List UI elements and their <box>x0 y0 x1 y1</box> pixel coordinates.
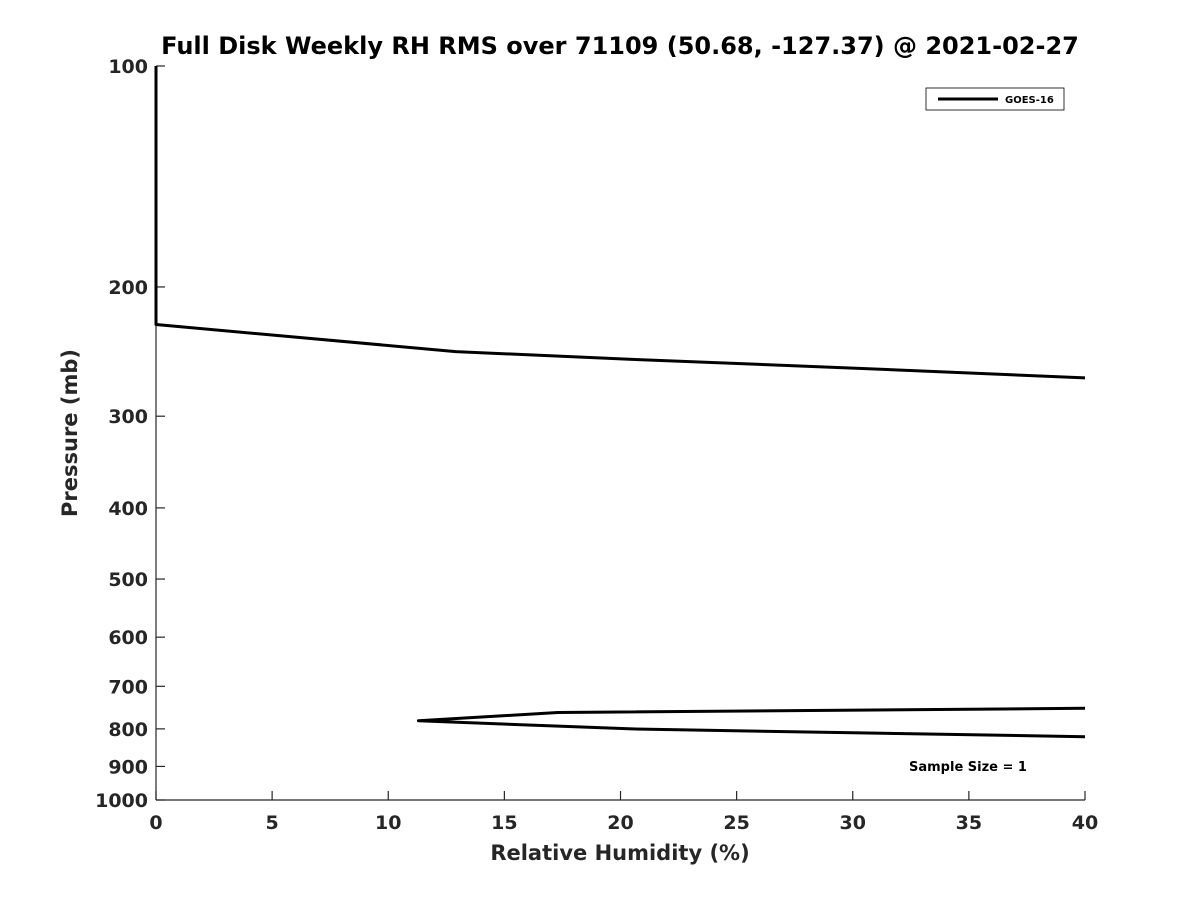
legend: GOES-16 <box>925 87 1065 111</box>
y-tick-label: 100 <box>108 56 148 78</box>
y-tick-label: 900 <box>108 756 148 778</box>
x-tick-label: 0 <box>149 812 162 834</box>
y-axis-label: Pressure (mb) <box>58 349 82 517</box>
y-tick-label: 200 <box>108 277 148 299</box>
y-tick-label: 500 <box>108 569 148 591</box>
y-ticks: 100 200 300 400 500 600 700 800 900 1000 <box>95 56 165 812</box>
y-tick-label: 400 <box>108 498 148 520</box>
x-tick-label: 25 <box>723 812 749 834</box>
x-tick-label: 20 <box>607 812 633 834</box>
x-tick-label: 35 <box>956 812 982 834</box>
y-tick-label: 600 <box>108 627 148 649</box>
legend-label: GOES-16 <box>1005 95 1054 106</box>
y-tick-label: 800 <box>108 719 148 741</box>
chart-title: Full Disk Weekly RH RMS over 71109 (50.6… <box>161 32 1079 60</box>
series-layer <box>154 66 1086 739</box>
x-ticks: 0 5 10 15 20 25 30 35 40 <box>149 791 1098 834</box>
plot-area <box>155 66 1085 801</box>
x-tick-label: 40 <box>1072 812 1098 834</box>
x-axis-label: Relative Humidity (%) <box>490 841 749 865</box>
x-tick-label: 5 <box>266 812 279 834</box>
y-tick-label: 300 <box>108 406 148 428</box>
x-tick-label: 30 <box>840 812 866 834</box>
sample-size-annotation: Sample Size = 1 <box>909 760 1027 775</box>
series-line-goes-16 <box>416 706 1086 739</box>
x-tick-label: 10 <box>375 812 401 834</box>
series-line-goes-16 <box>154 66 1086 380</box>
y-tick-label: 1000 <box>95 790 148 812</box>
y-tick-label: 700 <box>108 676 148 698</box>
x-tick-label: 15 <box>491 812 517 834</box>
